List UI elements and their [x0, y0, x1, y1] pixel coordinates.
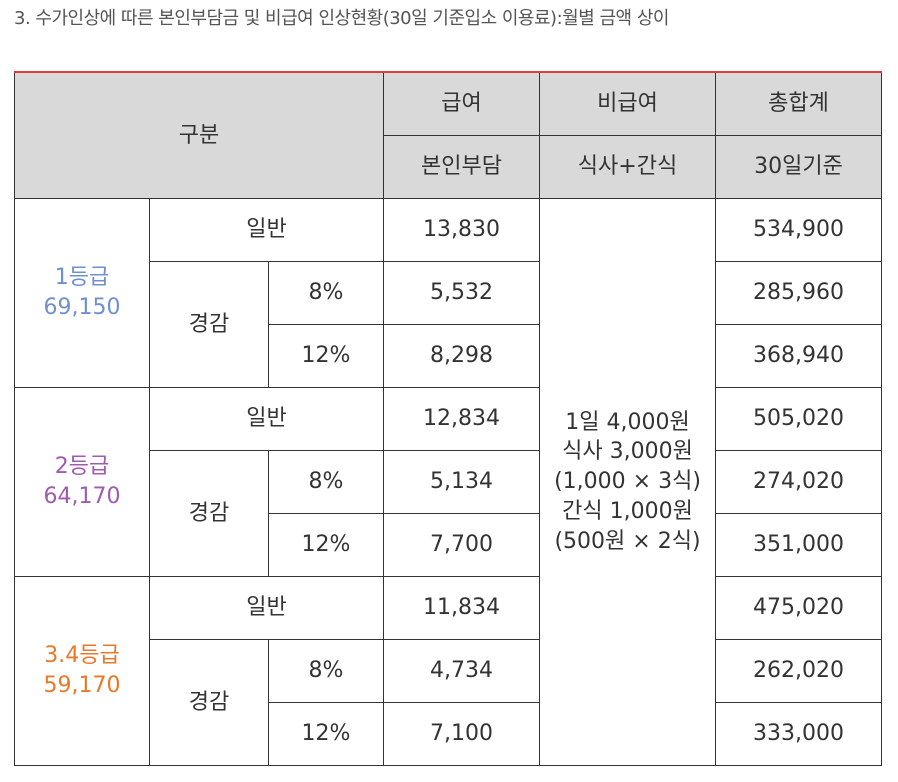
pct-label: 8%: [268, 450, 384, 514]
reduced-label: 경감: [149, 261, 269, 388]
grade-cell: 1등급 69,150: [14, 198, 150, 388]
grade-value: 69,150: [43, 295, 121, 320]
pct-label: 8%: [268, 639, 384, 703]
copay-cell: 5,532: [383, 261, 540, 325]
page-title: 3. 수가인상에 따른 본인부담금 및 비급여 인상현황(30일 기준입소 이용…: [14, 8, 669, 29]
total-cell: 534,900: [715, 198, 882, 262]
meal-note-line: 1일 4,000원: [565, 409, 690, 435]
meal-note-line: 간식 1,000원: [562, 498, 693, 524]
pct-label: 8%: [268, 261, 384, 325]
copay-cell: 13,830: [383, 198, 540, 262]
table-body: 1등급 69,150 일반 13,830 1일 4,000원 식사 3,000원…: [14, 198, 882, 766]
total-cell: 505,020: [715, 387, 882, 451]
meal-note-line: (1,000 × 3식): [554, 469, 701, 495]
header-non-benefit: 비급여: [539, 71, 716, 136]
general-label: 일반: [149, 387, 384, 451]
copay-cell: 4,734: [383, 639, 540, 703]
pct-label: 12%: [268, 702, 384, 766]
pct-label: 12%: [268, 324, 384, 388]
header-benefit: 급여: [383, 71, 540, 136]
reduced-label: 경감: [149, 639, 269, 766]
table-row: 경감 8% 5,134 274,020: [15, 450, 882, 577]
table-row: 12% 7,100 333,000: [15, 702, 882, 766]
pct-label: 12%: [268, 513, 384, 577]
general-label: 일반: [149, 576, 384, 640]
table-row: 3.4등급 59,170 일반 11,834 475,020: [14, 576, 882, 766]
copay-cell: 12,834: [383, 387, 540, 451]
header-total: 총합계: [715, 71, 882, 136]
copay-table-container: 구분 급여 비급여 총합계 본인부담 식사+간식 30일기준 1등급 69,15…: [14, 71, 882, 766]
meal-note-cell: 1일 4,000원 식사 3,000원 (1,000 × 3식) 간식 1,00…: [539, 198, 716, 766]
total-cell: 368,940: [715, 324, 882, 388]
header-non-benefit-sub: 식사+간식: [539, 135, 716, 199]
table-row: 12% 8,298 368,940: [15, 324, 882, 388]
total-cell: 351,000: [715, 513, 882, 577]
copay-cell: 7,100: [383, 702, 540, 766]
general-label: 일반: [149, 198, 384, 262]
grade-cell: 2등급 64,170: [14, 387, 150, 577]
table-row: 경감 8% 5,532 285,960: [15, 261, 882, 388]
grade-label: 1등급: [54, 265, 110, 291]
table-row: 12% 7,700 351,000: [15, 513, 882, 577]
meal-note-line: (500원 × 2식): [554, 528, 701, 554]
header-benefit-sub: 본인부담: [383, 135, 540, 199]
total-cell: 274,020: [715, 450, 882, 514]
copay-cell: 8,298: [383, 324, 540, 388]
meal-note-line: 식사 3,000원: [562, 439, 693, 465]
reduced-label: 경감: [149, 450, 269, 577]
table-row: 1등급 69,150 일반 13,830 1일 4,000원 식사 3,000원…: [14, 198, 882, 766]
grade-label: 2등급: [54, 454, 110, 480]
header-row-1: 구분 급여 비급여 총합계: [14, 71, 882, 199]
table-row: 경감 8% 4,734 262,020: [15, 639, 882, 766]
grade-label: 3.4등급: [44, 643, 120, 669]
copay-table: 구분 급여 비급여 총합계 본인부담 식사+간식 30일기준 1등급 69,15…: [14, 71, 882, 766]
grade-cell: 3.4등급 59,170: [14, 576, 150, 766]
grade-value: 59,170: [43, 673, 121, 698]
header-row-2: 본인부담 식사+간식 30일기준: [15, 135, 882, 199]
copay-cell: 5,134: [383, 450, 540, 514]
table-header: 구분 급여 비급여 총합계 본인부담 식사+간식 30일기준: [14, 71, 882, 199]
grade-value: 64,170: [43, 484, 121, 509]
copay-cell: 7,700: [383, 513, 540, 577]
total-cell: 262,020: [715, 639, 882, 703]
table-row: 2등급 64,170 일반 12,834 505,020: [14, 387, 882, 577]
header-total-sub: 30일기준: [715, 135, 882, 199]
total-cell: 285,960: [715, 261, 882, 325]
total-cell: 475,020: [715, 576, 882, 640]
copay-cell: 11,834: [383, 576, 540, 640]
header-category: 구분: [14, 71, 384, 199]
total-cell: 333,000: [715, 702, 882, 766]
